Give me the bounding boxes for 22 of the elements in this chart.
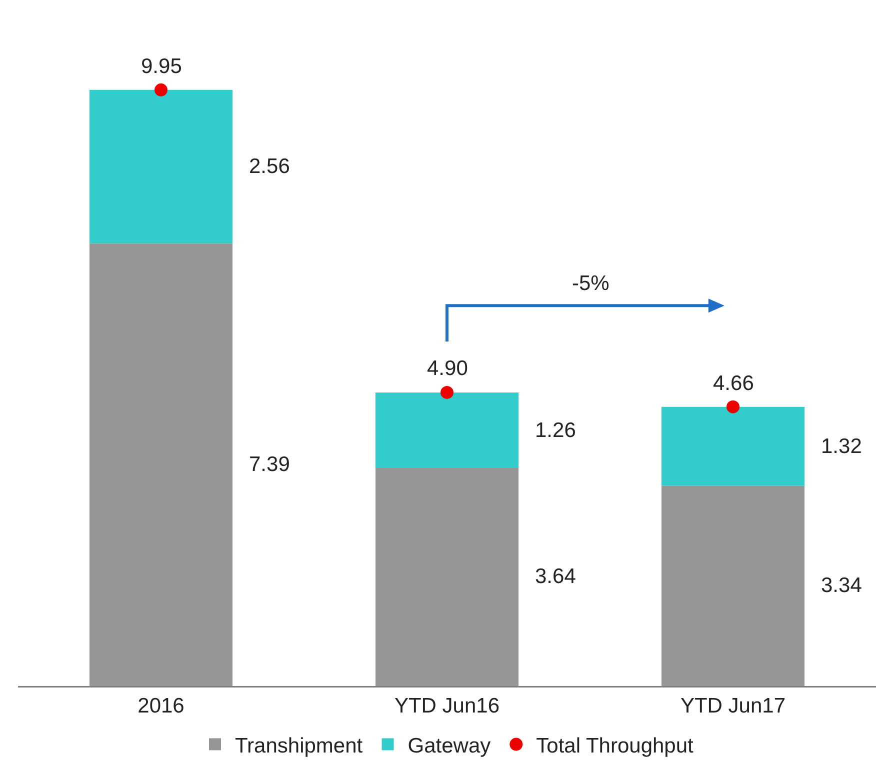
data-label: 9.95 [141, 55, 182, 78]
legend-label: Transhipment [235, 734, 363, 758]
bar [90, 243, 232, 686]
data-label: 4.90 [427, 357, 468, 380]
x-tick-label: YTD Jun16 [394, 694, 500, 718]
bar [662, 406, 804, 486]
x-tick-label: 2016 [138, 694, 184, 718]
bar [90, 90, 232, 244]
text: 3.34 [821, 574, 862, 597]
bar [662, 486, 804, 686]
data-label: 4.66 [713, 372, 754, 395]
legend-label: Total Throughput [536, 734, 694, 758]
text: 2.56 [249, 155, 290, 178]
bar [376, 468, 518, 686]
annotation: -5% [572, 272, 610, 295]
x-tick-label: YTD Jun17 [680, 694, 786, 718]
text: 3.64 [535, 565, 576, 588]
text: 1.26 [535, 419, 576, 442]
legend-label: Gateway [408, 734, 492, 758]
text: 7.39 [249, 453, 290, 476]
bar [376, 392, 518, 468]
text: 1.32 [821, 435, 862, 458]
